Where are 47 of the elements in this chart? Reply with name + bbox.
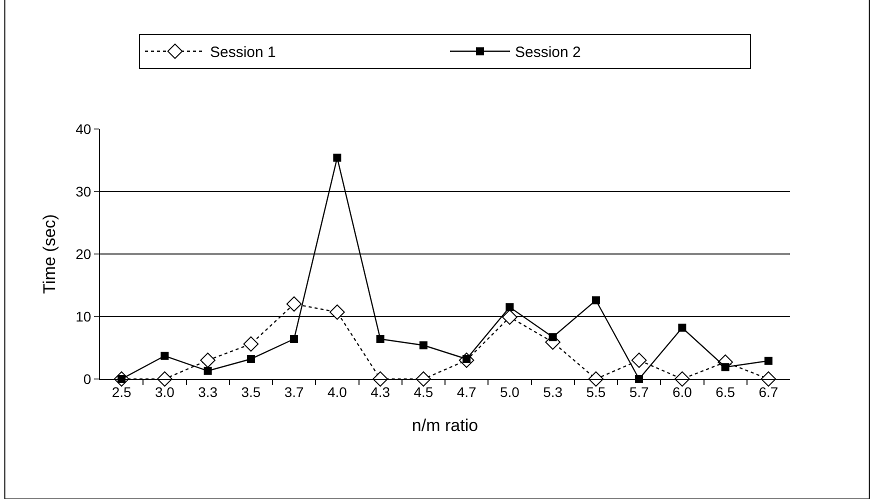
point	[631, 352, 647, 368]
point	[290, 335, 298, 343]
x-tick-label: 5.0	[500, 384, 520, 400]
point	[592, 296, 600, 304]
y-tick-label: 0	[83, 370, 92, 387]
legend-label: Session 1	[210, 44, 276, 62]
y-tick-label: 10	[76, 308, 92, 324]
point	[330, 304, 345, 320]
x-tick-label: 6.0	[672, 384, 692, 400]
point	[246, 355, 255, 363]
legend-label: Session 2	[515, 44, 581, 62]
x-tick-label: 6.5	[716, 384, 736, 400]
point	[764, 356, 772, 365]
y-tick-label: 40	[76, 120, 92, 137]
point	[200, 352, 216, 368]
y-tick-label: 30	[76, 183, 92, 200]
x-tick-label: 4.5	[414, 384, 434, 400]
x-tick-label: 6.7	[758, 384, 778, 400]
point	[286, 296, 302, 312]
point	[674, 371, 690, 387]
x-tick-label: 3.3	[198, 384, 218, 400]
x-tick-label: 4.3	[370, 384, 390, 400]
point	[204, 366, 212, 375]
point	[502, 309, 518, 325]
point	[376, 335, 384, 343]
y-tick-label: 20	[76, 246, 92, 262]
x-axis-title: n/m ratio	[412, 416, 478, 436]
point	[721, 363, 730, 372]
x-tick-label: 2.5	[112, 384, 132, 400]
x-tick-label: 4.7	[456, 384, 476, 400]
point	[419, 341, 428, 350]
x-tick-label: 5.5	[586, 384, 606, 400]
x-tick-label: 5.3	[543, 384, 563, 400]
point	[506, 303, 514, 312]
x-tick-label: 3.0	[154, 384, 175, 400]
point	[333, 154, 342, 162]
point	[372, 371, 388, 387]
point	[548, 333, 557, 342]
point	[243, 336, 259, 352]
y-axis-title: Time (sec)	[40, 214, 60, 294]
point	[157, 371, 172, 387]
x-tick-label: 5.7	[629, 384, 649, 400]
x-tick-label: 3.7	[284, 384, 304, 400]
point	[160, 352, 169, 360]
x-tick-label: 4.0	[327, 384, 348, 400]
x-tick-label: 3.5	[241, 384, 261, 400]
point	[678, 324, 686, 332]
